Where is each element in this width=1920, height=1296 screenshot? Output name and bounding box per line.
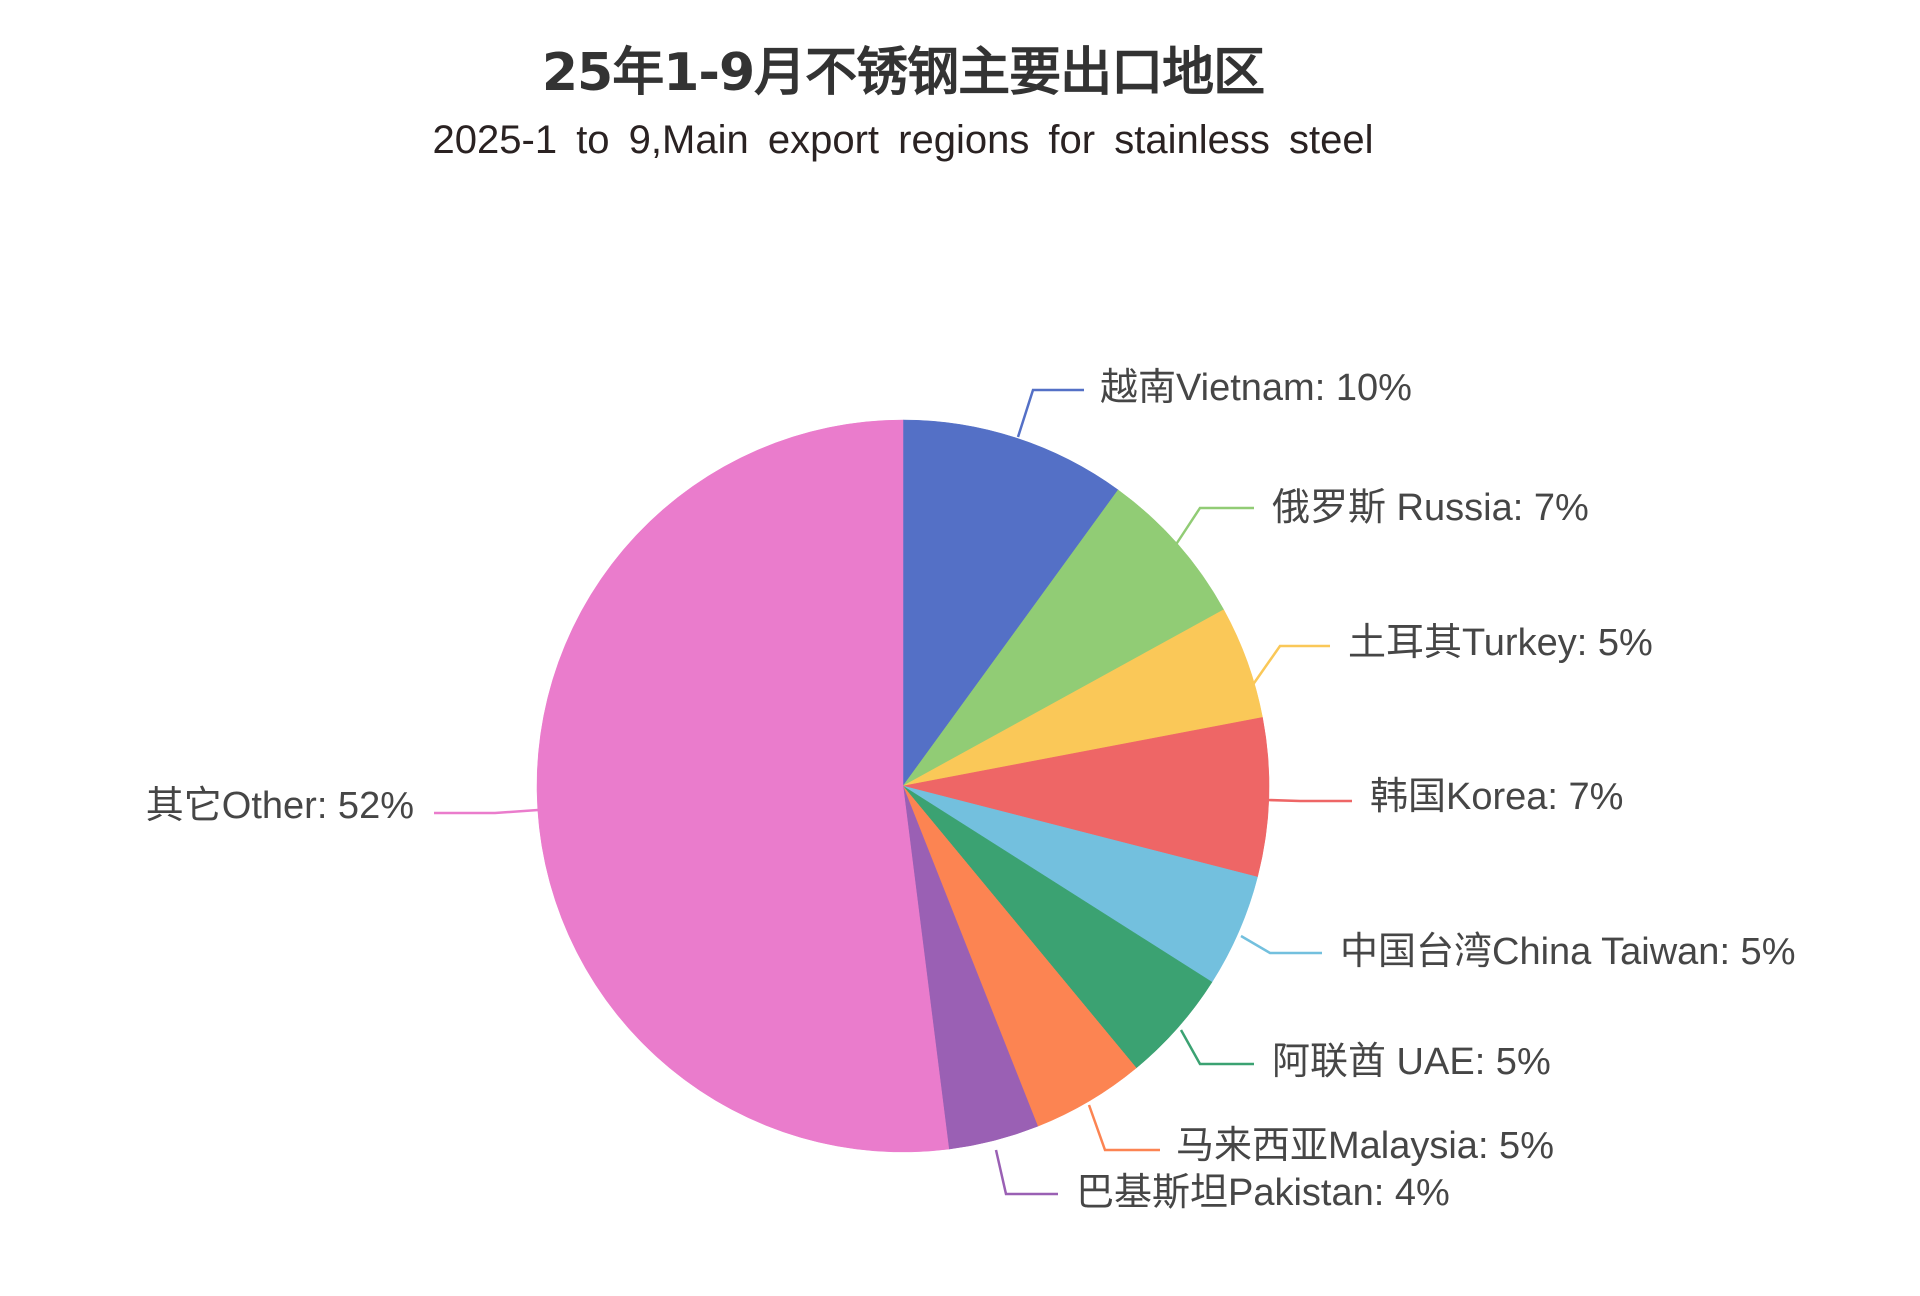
slice-label: 韩国Korea: 7% xyxy=(1370,776,1623,818)
slice-label: 中国台湾China Taiwan: 5% xyxy=(1340,931,1795,973)
chart-subtitle: 2025-1 to 9,Main export regions for stai… xyxy=(432,118,1374,162)
slice-label: 其它Other: 52% xyxy=(146,785,414,827)
slice-label: 巴基斯坦Pakistan: 4% xyxy=(1076,1172,1450,1214)
pie-slice[interactable] xyxy=(536,419,950,1153)
slice-label: 土耳其Turkey: 5% xyxy=(1348,622,1653,664)
pie-slice[interactable] xyxy=(902,717,1270,878)
pie-slices xyxy=(536,419,1270,1153)
slice-labels: 越南Vietnam: 10% 俄罗斯 Russia: 7% 土耳其Turkey: 5… xyxy=(146,367,1796,1214)
slice-label: 马来西亚Malaysia: 5% xyxy=(1176,1125,1554,1167)
label-leader-line xyxy=(1267,798,1352,803)
slice-label: 越南Vietnam: 10% xyxy=(1100,367,1412,409)
slice-label: 阿联酋 UAE: 5% xyxy=(1272,1041,1551,1083)
label-leader-line xyxy=(1250,644,1330,687)
label-leader-line xyxy=(994,1149,1058,1196)
label-leader-line xyxy=(1240,934,1322,955)
label-lines xyxy=(434,388,1352,1196)
label-leader-line xyxy=(1173,506,1254,547)
label-leader-line xyxy=(1087,1104,1160,1152)
label-leader-line xyxy=(434,808,539,815)
label-leader-line xyxy=(1016,388,1084,438)
chart-title: 25年1-9月不锈钢主要出口地区 xyxy=(541,43,1265,103)
slice-label: 俄罗斯 Russia: 7% xyxy=(1272,487,1589,529)
pie-slice[interactable] xyxy=(902,419,1119,787)
label-leader-line xyxy=(1179,1029,1254,1066)
